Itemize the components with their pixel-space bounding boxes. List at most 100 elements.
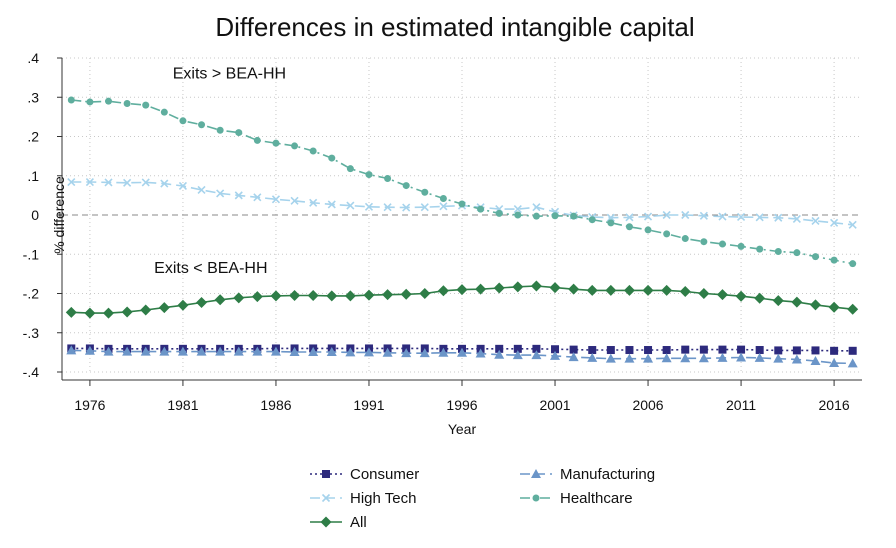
data-point-high-tech <box>85 177 94 187</box>
data-point-high-tech <box>830 218 839 227</box>
x-tick-label: 1991 <box>353 397 384 413</box>
data-point-manufacturing <box>531 350 542 360</box>
data-point-consumer <box>848 346 857 355</box>
data-point-all <box>679 286 691 298</box>
data-point-consumer <box>830 346 839 355</box>
data-point-high-tech <box>774 213 783 222</box>
data-point-manufacturing <box>196 346 207 356</box>
data-point-high-tech <box>383 203 392 212</box>
data-point-healthcare <box>309 147 317 155</box>
data-point-high-tech <box>141 178 150 187</box>
annotations: Exits > BEA-HH Exits < BEA-HH <box>154 66 286 277</box>
legend-item-consumer: Consumer <box>310 466 419 483</box>
data-point-healthcare <box>86 98 94 106</box>
data-point-consumer <box>811 346 820 355</box>
data-point-high-tech <box>737 212 746 222</box>
x-axis-title: Year <box>448 421 477 437</box>
data-point-manufacturing <box>829 357 840 367</box>
data-point-consumer <box>699 345 708 354</box>
series-manufacturing <box>66 345 858 368</box>
data-point-all <box>363 289 375 301</box>
data-point-manufacturing <box>308 346 319 356</box>
data-point-healthcare <box>532 212 540 220</box>
data-point-all <box>84 307 96 319</box>
data-point-all <box>586 284 598 296</box>
data-point-consumer <box>737 345 746 354</box>
data-point-manufacturing <box>122 346 133 356</box>
legend-item-healthcare: Healthcare <box>520 490 633 507</box>
data-point-all <box>140 304 152 316</box>
data-point-all <box>735 290 747 302</box>
annotation-label: Exits > BEA-HH <box>173 66 286 83</box>
data-point-consumer <box>625 346 634 355</box>
data-point-manufacturing <box>345 347 356 357</box>
legend-item-manufacturing: Manufacturing <box>520 466 655 483</box>
data-point-healthcare <box>644 226 652 234</box>
data-point-manufacturing <box>791 354 802 364</box>
data-point-high-tech <box>625 213 634 222</box>
data-point-manufacturing <box>84 345 95 355</box>
data-point-healthcare <box>67 96 75 104</box>
data-point-all <box>289 289 301 301</box>
data-point-manufacturing <box>754 352 765 362</box>
data-point-high-tech <box>755 213 764 222</box>
data-point-all <box>549 282 561 294</box>
data-point-healthcare <box>811 253 819 261</box>
data-point-manufacturing <box>177 346 188 356</box>
data-point-all <box>158 302 170 314</box>
data-point-all <box>475 283 487 295</box>
data-point-manufacturing <box>140 346 151 356</box>
data-point-manufacturing <box>289 346 300 356</box>
data-point-manufacturing <box>680 353 691 363</box>
legend-item-all: All <box>310 514 367 531</box>
y-tick-label: .2 <box>27 129 39 145</box>
data-point-healthcare <box>625 223 633 231</box>
data-point-all <box>530 280 542 292</box>
data-point-consumer <box>588 346 597 355</box>
data-point-high-tech <box>271 195 281 204</box>
data-point-all <box>623 284 635 296</box>
data-point-consumer <box>495 344 504 353</box>
chart-title: Differences in estimated intangible capi… <box>215 12 694 42</box>
data-point-all <box>270 290 282 302</box>
y-tick-label: 0 <box>31 207 39 223</box>
data-point-high-tech <box>532 203 541 212</box>
data-point-all <box>344 290 356 302</box>
data-point-manufacturing <box>457 347 467 357</box>
data-point-healthcare <box>346 165 354 173</box>
data-point-high-tech <box>420 203 429 212</box>
data-point-consumer <box>792 346 801 355</box>
y-tick-label: -.1 <box>23 246 40 262</box>
data-point-consumer <box>513 344 522 353</box>
series-all <box>65 280 859 319</box>
legend-marker <box>322 470 330 478</box>
data-point-healthcare <box>756 245 764 253</box>
data-point-manufacturing <box>252 346 263 356</box>
data-point-all <box>326 290 338 302</box>
data-point-high-tech <box>718 212 727 221</box>
data-point-healthcare <box>737 242 745 250</box>
data-point-manufacturing <box>363 347 374 357</box>
data-point-all <box>419 288 431 299</box>
data-point-manufacturing <box>698 353 709 363</box>
x-tick-label: 1986 <box>260 397 291 413</box>
data-point-high-tech <box>811 216 820 225</box>
data-point-all <box>568 283 580 295</box>
data-point-manufacturing <box>66 345 77 355</box>
data-point-healthcare <box>272 139 280 147</box>
legend-item-high-tech: High Tech <box>310 490 416 507</box>
legend-label: Manufacturing <box>560 466 655 483</box>
data-point-healthcare <box>291 142 299 150</box>
data-point-consumer <box>532 344 541 353</box>
data-point-manufacturing <box>401 348 412 358</box>
data-point-healthcare <box>105 97 113 105</box>
data-point-healthcare <box>160 108 168 116</box>
data-point-all <box>121 306 133 318</box>
data-point-all <box>661 284 673 296</box>
data-point-all <box>698 288 710 299</box>
data-point-manufacturing <box>810 356 821 366</box>
data-point-manufacturing <box>270 346 281 356</box>
data-point-manufacturing <box>661 353 672 363</box>
y-tick-label: .4 <box>27 50 39 66</box>
data-point-all <box>716 289 728 301</box>
